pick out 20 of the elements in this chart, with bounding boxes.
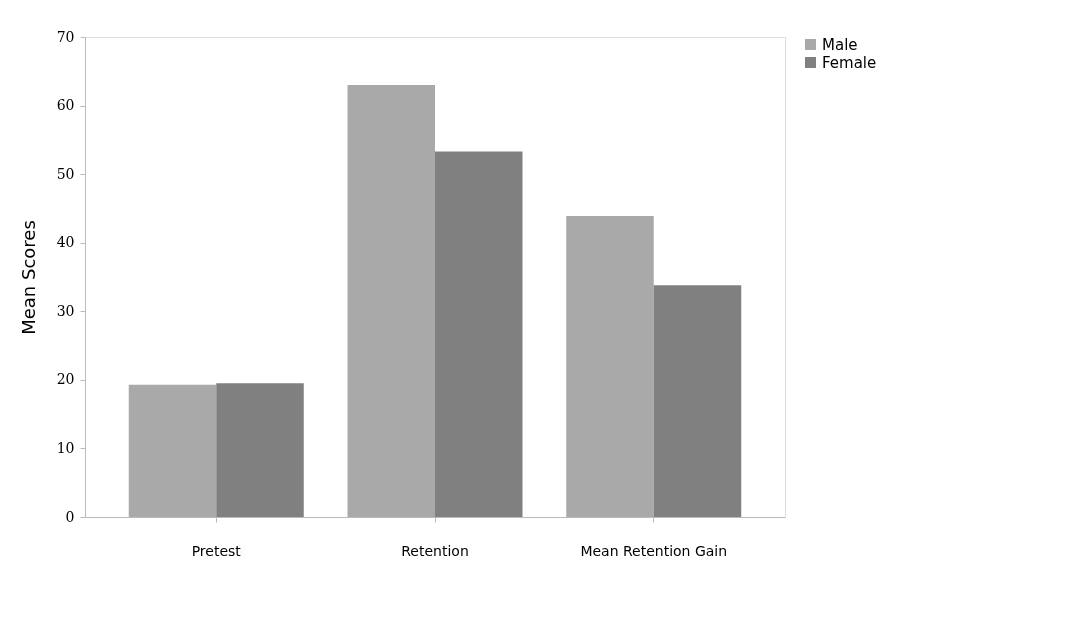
y-tick-label: 30 — [56, 302, 75, 319]
y-tick-label: 60 — [56, 97, 75, 114]
bar — [347, 85, 435, 517]
y-axis-title: Mean Scores — [17, 220, 39, 335]
y-tick-label: 40 — [56, 234, 75, 251]
bar — [653, 285, 742, 517]
bar — [128, 384, 217, 517]
y-tick-label: 70 — [56, 28, 75, 45]
y-tick-label: 10 — [56, 439, 75, 456]
legend-label: Female — [822, 53, 877, 72]
y-tick-label: 50 — [56, 165, 75, 182]
bar — [435, 151, 523, 517]
x-tick-label: Pretest — [191, 542, 242, 559]
x-tick-label: Retention — [401, 542, 469, 559]
y-tick-label: 0 — [65, 508, 75, 525]
y-tick-label: 20 — [56, 371, 75, 388]
x-tick-label: Mean Retention Gain — [580, 542, 728, 559]
bar — [566, 215, 654, 517]
bar — [216, 383, 304, 517]
legend-label: Male — [822, 35, 858, 54]
